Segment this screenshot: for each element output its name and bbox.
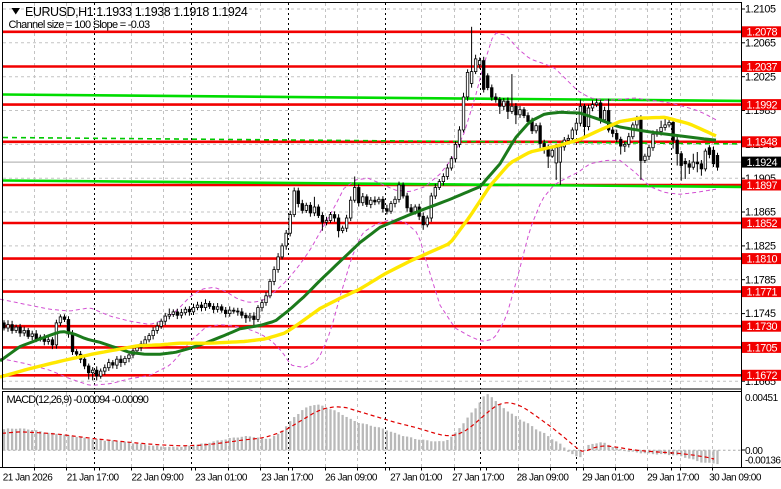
svg-text:1.1825: 1.1825 bbox=[745, 241, 776, 253]
svg-text:1.1745: 1.1745 bbox=[745, 308, 776, 320]
svg-text:21 Jan 17:00: 21 Jan 17:00 bbox=[67, 473, 120, 484]
svg-text:1.1730: 1.1730 bbox=[747, 321, 778, 333]
svg-text:21 Jan 2026: 21 Jan 2026 bbox=[3, 473, 53, 484]
svg-text:Channel size = 100 Slope = -0.: Channel size = 100 Slope = -0.03 bbox=[9, 19, 150, 31]
svg-text:MACD(12,26,9) -0.00094 -0.0009: MACD(12,26,9) -0.00094 -0.00090 bbox=[7, 394, 149, 406]
svg-text:23 Jan 01:00: 23 Jan 01:00 bbox=[195, 473, 248, 484]
svg-text:1.1992: 1.1992 bbox=[747, 100, 778, 112]
svg-text:1.1948: 1.1948 bbox=[747, 137, 778, 149]
svg-text:EURUSD,H1 1.1933 1.1938 1.1918: EURUSD,H1 1.1933 1.1938 1.1918 1.1924 bbox=[25, 5, 248, 19]
svg-text:1.1810: 1.1810 bbox=[747, 254, 778, 266]
svg-text:1.2037: 1.2037 bbox=[747, 61, 778, 73]
svg-text:27 Jan 17:00: 27 Jan 17:00 bbox=[452, 473, 505, 484]
svg-text:27 Jan 01:00: 27 Jan 01:00 bbox=[390, 473, 443, 484]
svg-text:1.1852: 1.1852 bbox=[747, 218, 778, 230]
svg-text:29 Jan 01:00: 29 Jan 01:00 bbox=[582, 473, 635, 484]
svg-text:1.2105: 1.2105 bbox=[745, 4, 776, 16]
svg-text:1.2078: 1.2078 bbox=[747, 27, 778, 39]
svg-text:23 Jan 17:00: 23 Jan 17:00 bbox=[261, 473, 314, 484]
svg-text:26 Jan 09:00: 26 Jan 09:00 bbox=[325, 473, 378, 484]
svg-text:1.1897: 1.1897 bbox=[747, 180, 778, 192]
svg-text:1.1924: 1.1924 bbox=[747, 157, 778, 169]
svg-text:1.2025: 1.2025 bbox=[745, 71, 776, 83]
svg-text:-0.00136: -0.00136 bbox=[745, 455, 781, 466]
svg-text:29 Jan 17:00: 29 Jan 17:00 bbox=[647, 473, 700, 484]
svg-text:30 Jan 09:00: 30 Jan 09:00 bbox=[709, 473, 762, 484]
svg-text:1.1865: 1.1865 bbox=[745, 207, 776, 219]
svg-text:1.1672: 1.1672 bbox=[747, 370, 778, 382]
svg-text:1.1771: 1.1771 bbox=[747, 287, 778, 299]
svg-text:1.1785: 1.1785 bbox=[745, 274, 776, 286]
svg-text:22 Jan 09:00: 22 Jan 09:00 bbox=[131, 473, 184, 484]
svg-text:0.00451: 0.00451 bbox=[745, 393, 779, 404]
svg-text:0.00: 0.00 bbox=[745, 446, 763, 457]
svg-text:1.2065: 1.2065 bbox=[745, 37, 776, 49]
svg-text:28 Jan 09:00: 28 Jan 09:00 bbox=[517, 473, 570, 484]
svg-text:1.1705: 1.1705 bbox=[747, 342, 778, 354]
